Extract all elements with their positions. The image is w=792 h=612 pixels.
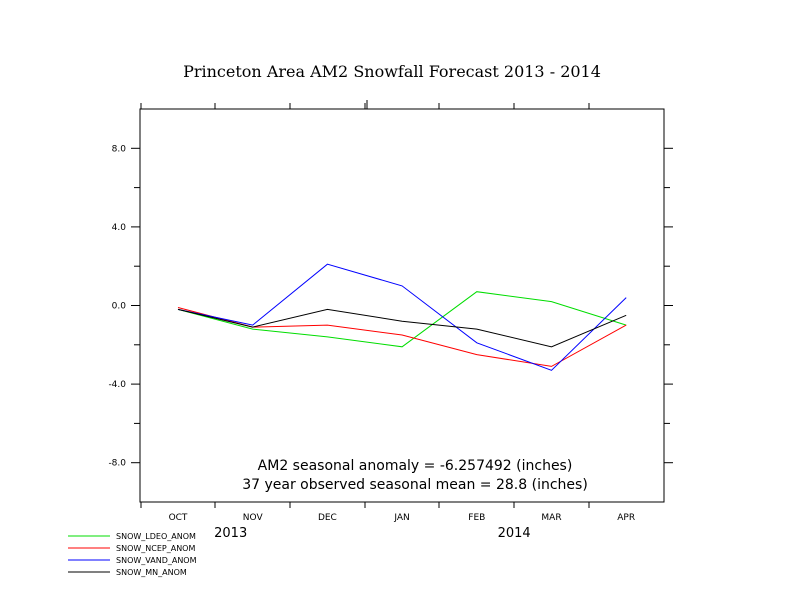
legend-label: SNOW_VAND_ANOM [116, 556, 197, 565]
axis-labels: -8.0 -4.0 0.0 4.0 8.0 OCT NOV DEC JAN FEB MAR APR 20… [108, 144, 635, 541]
x-tick-label: APR [617, 513, 635, 523]
x-tick-label: OCT [169, 513, 188, 523]
legend: SNOW_LDEO_ANOM SNOW_NCEP_ANOM SNOW_VAND_AN… [68, 532, 197, 577]
series-line-snow-ncep-anom [177, 307, 627, 367]
series-lines [177, 263, 627, 371]
x-tick-label: JAN [393, 513, 409, 523]
annotation-observed-mean: 37 year observed seasonal mean = 28.8 (i… [242, 477, 588, 493]
x-tick-label: FEB [468, 513, 485, 523]
series-line-snow-vand-anom [177, 263, 627, 371]
axis-ticks [131, 100, 673, 508]
y-tick-label: 4.0 [112, 223, 127, 233]
chart-title: Princeton Area AM2 Snowfall Forecast 201… [183, 62, 601, 81]
y-tick-label: -4.0 [108, 380, 126, 390]
y-tick-label: 8.0 [112, 144, 127, 154]
legend-label: SNOW_LDEO_ANOM [116, 532, 196, 541]
x-tick-label: NOV [243, 513, 264, 523]
x-tick-label: DEC [318, 513, 337, 523]
series-line-snow-mn-anom [177, 308, 627, 348]
plot-frame [139, 108, 665, 503]
legend-label: SNOW_MN_ANOM [116, 568, 187, 577]
year-label: 2013 [214, 526, 247, 541]
year-label: 2014 [498, 526, 531, 541]
x-tick-label: MAR [541, 513, 561, 523]
legend-label: SNOW_NCEP_ANOM [116, 544, 195, 553]
y-tick-label: -8.0 [108, 459, 126, 469]
annotation-seasonal-anomaly: AM2 seasonal anomaly = -6.257492 (inches… [258, 458, 573, 474]
y-tick-label: 0.0 [112, 302, 127, 312]
series-line-snow-ldeo-anom [177, 291, 627, 348]
